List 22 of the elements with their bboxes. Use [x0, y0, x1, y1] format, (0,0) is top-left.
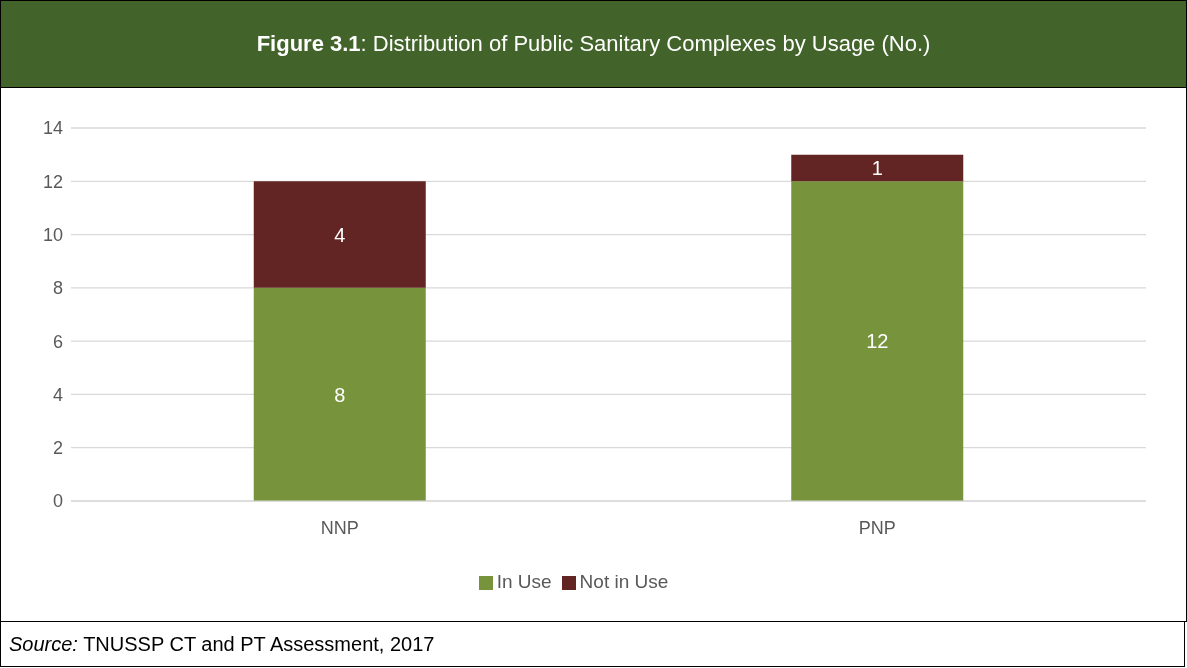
- data-label: 4: [334, 223, 346, 246]
- y-tick-label: 0: [52, 491, 63, 512]
- y-tick-label: 8: [52, 278, 63, 299]
- data-label: 1: [871, 157, 883, 180]
- data-label: 12: [866, 330, 889, 353]
- y-tick-label: 12: [42, 171, 63, 192]
- y-tick-label: 10: [42, 224, 63, 245]
- legend-label: In Use: [496, 571, 552, 592]
- bar: [791, 181, 964, 501]
- y-tick-label: 6: [52, 331, 63, 352]
- y-tick-label: 2: [52, 438, 63, 459]
- x-tick-label: NNP: [320, 517, 359, 538]
- source-note: Source: TNUSSP CT and PT Assessment, 2017: [9, 632, 435, 656]
- legend-label: Not in Use: [579, 571, 669, 592]
- y-tick-label: 4: [52, 384, 63, 405]
- bar: [791, 154, 964, 182]
- data-label: 8: [334, 383, 346, 406]
- bar: [253, 287, 426, 501]
- x-tick-label: PNP: [858, 517, 896, 538]
- y-tick-label: 14: [42, 118, 63, 139]
- chart-title: Figure 3.1: Distribution of Public Sanitary Complexes by Usage (No.): [256, 31, 931, 57]
- bar: [253, 181, 426, 288]
